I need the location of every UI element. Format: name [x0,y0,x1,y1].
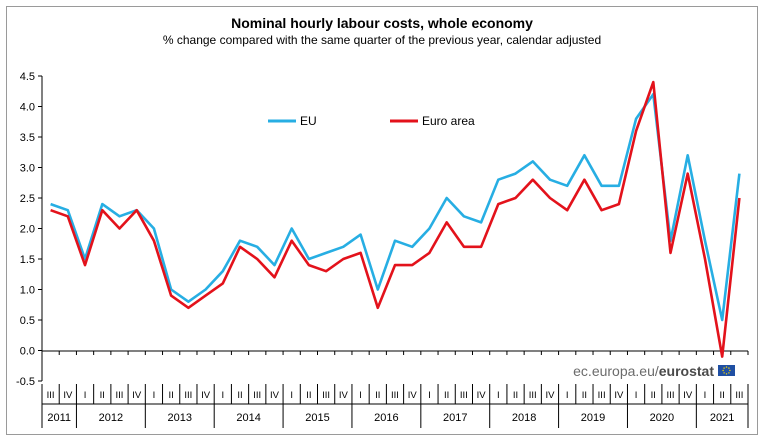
quarter-label: IV [545,390,555,401]
year-label: 2019 [581,412,605,424]
quarter-label: II [100,390,105,401]
year-label: 2016 [374,412,398,424]
y-tick-label: 0.5 [20,315,35,327]
quarter-label: I [221,390,224,401]
eu-flag-star [725,366,728,368]
quarter-label: III [184,390,192,401]
chart-subtitle: % change compared with the same quarter … [162,33,602,47]
quarter-label: II [582,390,587,401]
source-watermark: ec.europa.eu/eurostat [573,363,714,379]
quarter-label: I [359,390,362,401]
quarter-label: II [651,390,656,401]
y-tick-label: 4.5 [20,71,35,83]
eu-flag-star [725,373,728,375]
year-label: 2018 [512,412,536,424]
quarter-label: I [497,390,500,401]
series-eu-line [50,93,741,322]
y-tick-label: 1.5 [20,254,35,266]
quarter-label: I [84,390,87,401]
quarter-label: III [391,390,399,401]
year-label: 2021 [710,412,734,424]
legend-label-eu: EU [300,114,317,128]
quarter-label: III [598,390,606,401]
year-label: 2012 [99,412,123,424]
quarter-label: III [667,390,675,401]
quarter-label: IV [339,390,349,401]
year-label: 2014 [236,412,260,424]
quarter-label: IV [614,390,624,401]
quarter-label: II [513,390,518,401]
quarter-label: I [635,390,638,401]
quarter-label: II [237,390,242,401]
eu-flag-star [723,372,725,374]
quarter-label: II [444,390,449,401]
quarter-label: III [116,390,124,401]
quarter-label: IV [132,390,142,401]
quarter-label: II [169,390,174,401]
quarter-label: I [566,390,569,401]
y-tick-label: 3.0 [20,163,35,175]
quarter-label: III [529,390,537,401]
quarter-label: III [253,390,261,401]
eu-flag-star [728,367,730,369]
year-label: 2020 [650,412,674,424]
year-label: 2011 [47,412,71,424]
quarter-label: I [428,390,431,401]
quarter-label: III [47,390,55,401]
year-label: 2015 [305,412,329,424]
quarter-label: IV [683,390,693,401]
quarter-label: II [306,390,311,401]
quarter-label: I [290,390,293,401]
eu-flag-star [723,367,725,369]
y-tick-label: -0.5 [16,376,35,388]
chart-title: Nominal hourly labour costs, whole econo… [231,15,533,31]
year-label: 2013 [168,412,192,424]
y-tick-label: 4.0 [20,102,35,114]
y-tick-label: 1.0 [20,285,35,297]
quarter-label: IV [63,390,73,401]
y-tick-label: 0.0 [20,346,35,358]
quarter-label: I [153,390,156,401]
quarter-label: III [460,390,468,401]
y-tick-label: 3.5 [20,132,35,144]
y-tick-label: 2.0 [20,224,35,236]
series-euro-area-line [50,80,741,358]
y-tick-label: 2.5 [20,193,35,205]
quarter-label: I [704,390,707,401]
quarter-label: IV [408,390,418,401]
quarter-label: II [720,390,725,401]
quarter-label: IV [270,390,280,401]
legend-label-euro-area: Euro area [422,114,475,128]
quarter-label: IV [201,390,211,401]
quarter-label: III [735,390,743,401]
chart-frame [6,6,758,435]
quarter-label: III [322,390,330,401]
year-label: 2017 [443,412,467,424]
quarter-label: II [375,390,380,401]
eu-flag-icon [718,365,735,376]
eu-flag-star [728,372,730,374]
quarter-label: IV [477,390,487,401]
eu-flag-star [729,369,731,372]
eu-flag-star [722,369,724,372]
